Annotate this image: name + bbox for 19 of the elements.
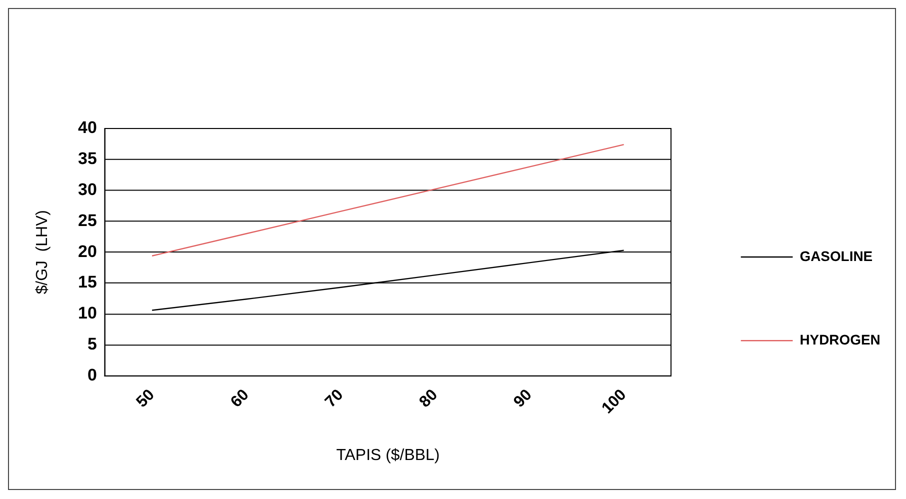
y-axis-title: $/GJ (LHV)	[34, 210, 51, 294]
x-tick-label: 80	[416, 386, 442, 411]
y-tick-label: 10	[78, 304, 97, 323]
y-tick-label: 40	[78, 118, 97, 138]
x-tick-label: 60	[228, 386, 252, 411]
legend-label: GASOLINE	[800, 248, 873, 264]
y-tick-label: 15	[78, 272, 97, 292]
x-tick-label: 50	[133, 386, 158, 411]
y-tick-label: 25	[78, 210, 97, 230]
x-tick-label: 90	[510, 386, 536, 411]
x-tick-label: 70	[322, 386, 347, 411]
y-tick-label: 20	[78, 242, 97, 261]
y-tick-label: 35	[78, 149, 97, 168]
y-tick-label: 0	[87, 366, 97, 384]
legend-label: HYDROGEN	[800, 331, 880, 348]
y-tick-label: 5	[87, 334, 97, 354]
x-tick-label: 100	[598, 386, 630, 418]
x-axis-title: TAPIS ($/BBL)	[336, 446, 440, 464]
y-tick-label: 30	[78, 180, 97, 199]
